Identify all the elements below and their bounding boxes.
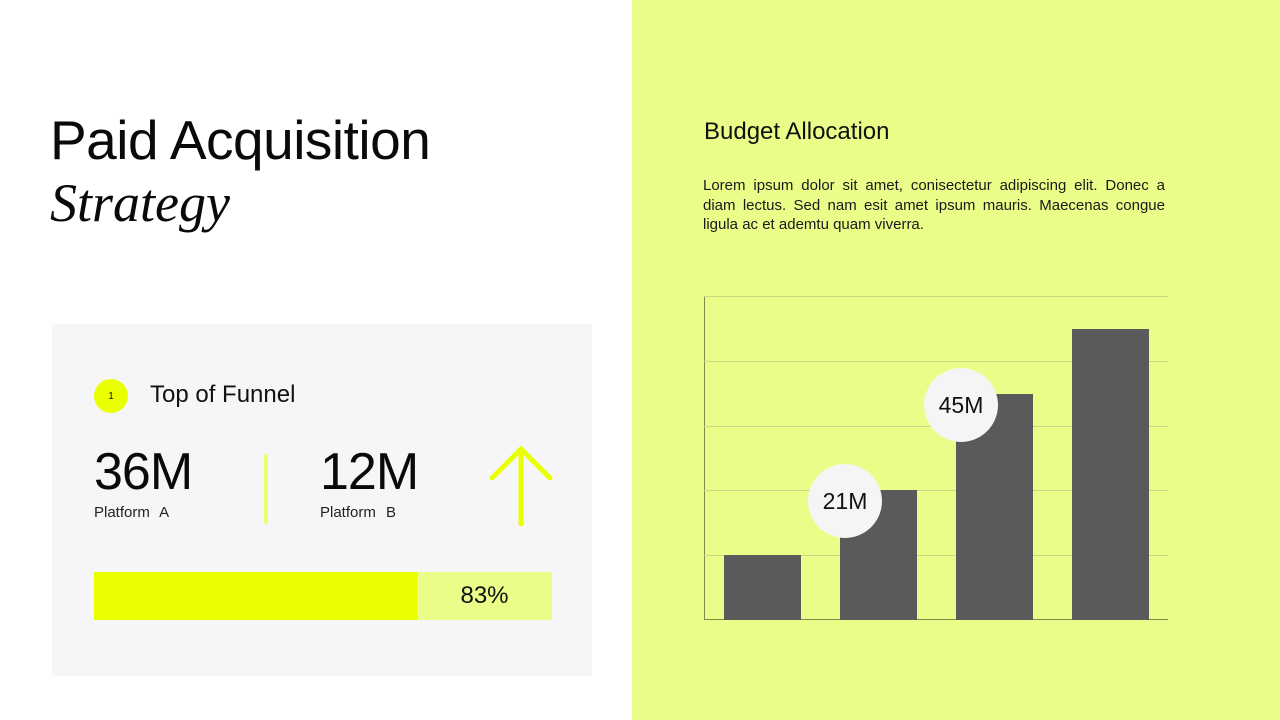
data-label-bubble: 21M xyxy=(808,464,882,538)
metric-label: Platform B xyxy=(320,504,397,521)
chart-description: Lorem ipsum dolor sit amet, conisectetur… xyxy=(703,177,1165,233)
chart-bar xyxy=(724,555,801,620)
left-panel: Paid Acquisition Strategy 1 Top of Funne… xyxy=(0,0,632,720)
step-number-badge: 1 xyxy=(94,379,128,413)
gridline xyxy=(704,360,1168,362)
progress-label: 83% xyxy=(460,582,509,609)
gridline xyxy=(704,296,1168,297)
chart-title: Budget Allocation xyxy=(704,118,890,145)
progress-bar: 83% xyxy=(94,572,552,620)
page-title: Paid Acquisition Strategy xyxy=(50,108,431,234)
bar-chart: 21M 45M xyxy=(704,296,1168,620)
gridline xyxy=(704,555,1168,557)
step-title: Top of Funnel xyxy=(150,381,296,408)
metric-value: 36M xyxy=(94,443,193,501)
arrow-up-icon xyxy=(489,445,553,526)
funnel-card: 1 Top of Funnel 36M Platform A 12M Platf… xyxy=(52,324,592,676)
metric-divider xyxy=(264,454,268,524)
metric-platform-b: 12M Platform B xyxy=(320,443,419,521)
x-axis xyxy=(704,619,1168,620)
title-line-2: Strategy xyxy=(50,173,230,233)
title-line-1: Paid Acquisition xyxy=(50,109,431,171)
metric-value: 12M xyxy=(320,443,419,501)
metric-label: Platform A xyxy=(94,504,170,521)
chart-bar xyxy=(1072,329,1149,620)
data-label-bubble: 45M xyxy=(924,368,998,442)
progress-fill xyxy=(94,572,418,620)
y-axis xyxy=(704,296,705,620)
metric-platform-a: 36M Platform A xyxy=(94,443,193,521)
gridline xyxy=(704,490,1168,492)
